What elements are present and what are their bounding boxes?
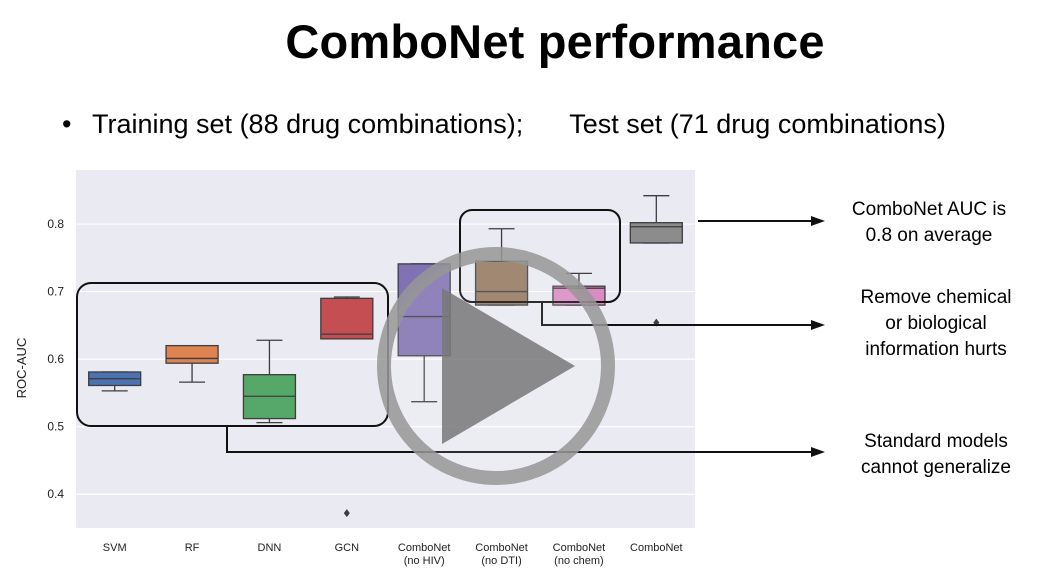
x-tick-label: DNN (258, 542, 282, 554)
bullet-symbol: • (62, 109, 72, 139)
annotation-remove-info-line3: information hurts (865, 339, 1007, 360)
x-tick-label-subtitle: (no HIV) (404, 555, 445, 567)
box-iqr (320, 297, 374, 340)
annotation-combonet-auc: ComboNet AUC is 0.8 on average (836, 197, 1022, 249)
x-tick-label-subtitle: (no chem) (554, 555, 604, 567)
x-tick-labels: SVM RF DNN GCN ComboNet(no HIV)ComboNet(no D… (103, 542, 683, 567)
y-tick-label: 0.6 (47, 352, 64, 366)
annotation-combonet-auc-line1: ComboNet AUC is (851, 199, 1007, 220)
annotation-standard-models-line1: Standard models (864, 431, 1008, 452)
annotation-combonet-auc-line2: 0.8 on average (865, 225, 993, 246)
arrowhead-combonet-auc (811, 216, 825, 226)
boxes-layer (88, 195, 683, 518)
play-button-overlay[interactable] (377, 247, 615, 485)
y-tick-label: 0.5 (47, 420, 64, 434)
standard-models-connector (226, 426, 812, 453)
box-svm (88, 371, 142, 392)
box-iqr (474, 260, 529, 306)
y-axis-label: ROC-AUC (14, 338, 29, 399)
annotation-standard-models: Standard models cannot generalize (836, 429, 1036, 481)
box-iqr (629, 222, 683, 244)
y-tick-label: 0.4 (47, 487, 64, 501)
play-icon (442, 288, 575, 444)
x-tick-label: ComboNet (630, 542, 683, 554)
arrowhead-remove-info (811, 320, 825, 330)
x-tick-label: ComboNet (475, 542, 528, 554)
annotation-remove-info-line1: Remove chemical (860, 287, 1012, 308)
bullet-line: • Training set (88 drug combinations); Tes… (62, 109, 946, 140)
y-tick-label: 0.7 (47, 285, 64, 299)
box-rf (165, 344, 219, 383)
test-set-text: Test set (71 drug combinations) (569, 109, 946, 139)
arrowhead-standard (811, 447, 825, 457)
x-tick-label: GCN (335, 542, 360, 554)
annotation-arrowheads (811, 216, 825, 457)
remove-info-connector (541, 302, 812, 326)
box-combonet (629, 195, 683, 327)
training-set-text: Training set (88 drug combinations); (92, 109, 524, 139)
y-tick-label: 0.8 (47, 217, 64, 231)
box-dnn (242, 339, 297, 424)
annotation-remove-info: Remove chemical or biological informatio… (836, 285, 1036, 363)
outlier-point (343, 509, 350, 518)
x-tick-label: ComboNet (553, 542, 606, 554)
slide-title: ComboNet performance (285, 15, 825, 68)
annotation-standard-models-line2: cannot generalize (861, 457, 1011, 478)
annotation-remove-info-line2: or biological (885, 313, 987, 334)
y-tick-labels: 0.4 0.5 0.6 0.7 0.8 (47, 217, 64, 501)
box-gcn (320, 296, 374, 518)
box-iqr (165, 344, 219, 364)
x-tick-label: ComboNet (398, 542, 451, 554)
x-tick-label: RF (185, 542, 200, 554)
box-combonet-no-dti (474, 228, 529, 306)
x-tick-label: SVM (103, 542, 127, 554)
x-tick-label-subtitle: (no DTI) (481, 555, 521, 567)
